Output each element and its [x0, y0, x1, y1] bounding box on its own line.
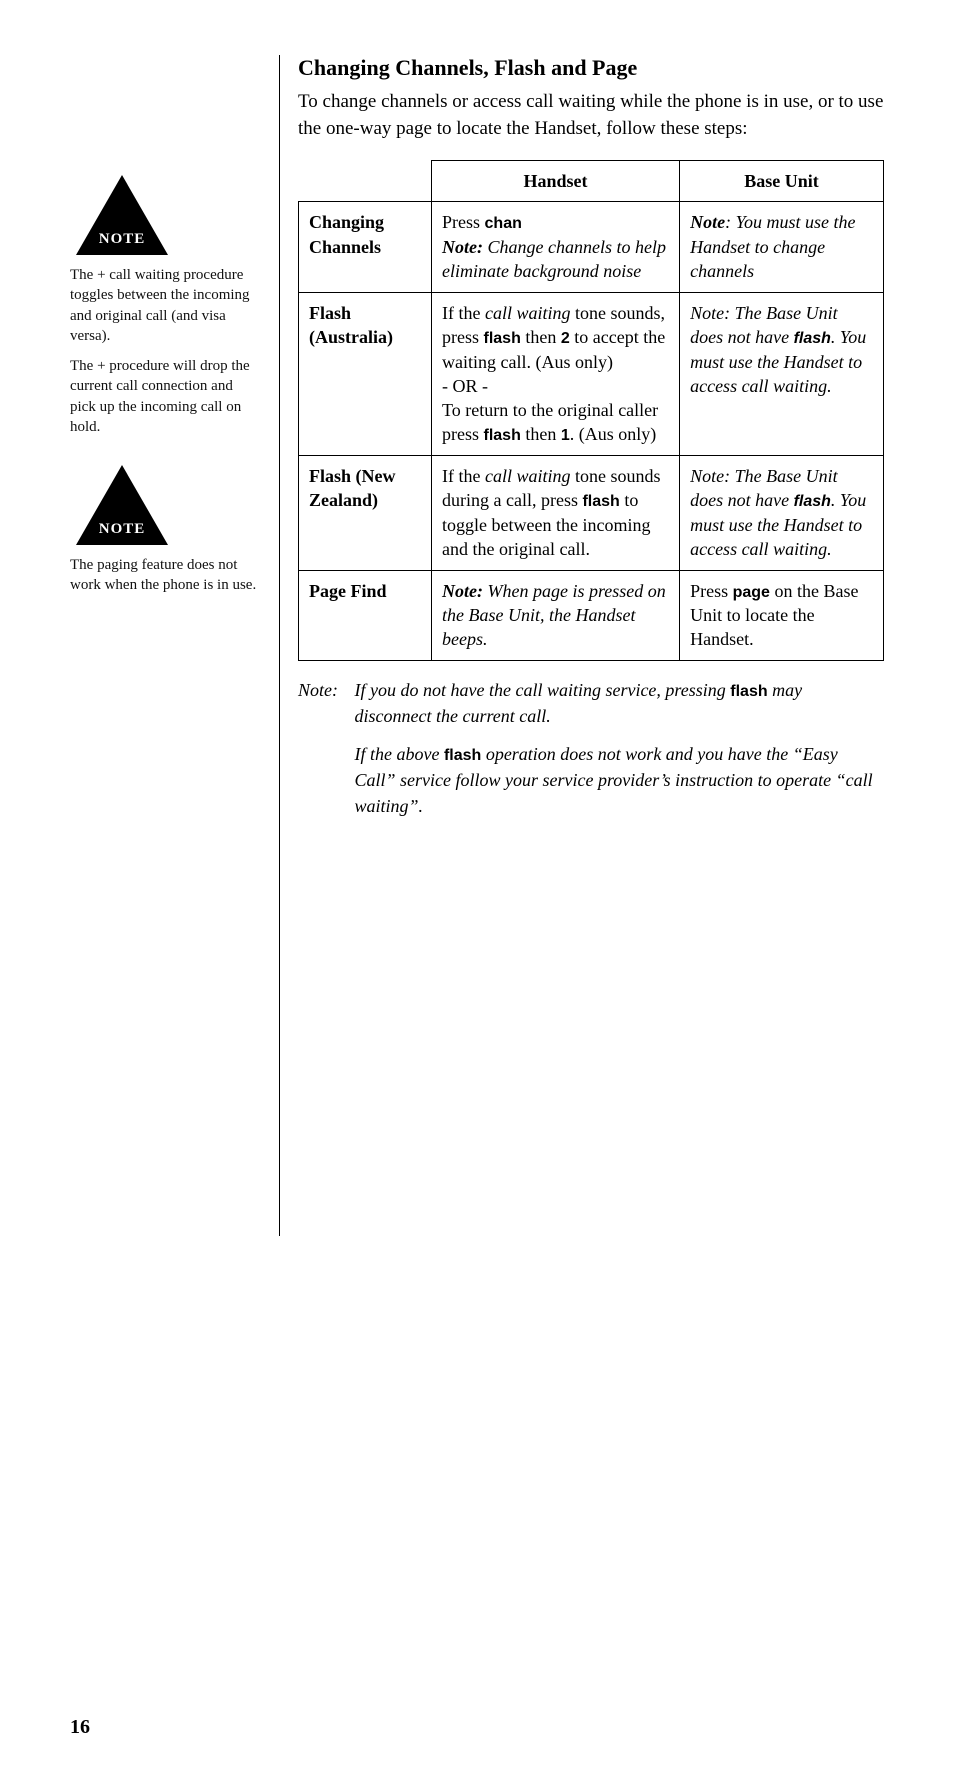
- table-header-blank: [299, 161, 432, 202]
- section-lead: To change channels or access call waitin…: [298, 89, 884, 142]
- section-heading: Changing Channels, Flash and Page: [298, 55, 884, 81]
- base-cell: Note: The Base Unit does not have flash.…: [680, 292, 884, 455]
- note-icon-label: NOTE: [76, 229, 168, 249]
- procedure-table: Handset Base Unit Changing Channels Pres…: [298, 160, 884, 661]
- note-icon: NOTE: [76, 175, 168, 255]
- row-label: Flash (Australia): [299, 292, 432, 455]
- table-row: Flash (Australia) If the call waiting to…: [299, 292, 884, 455]
- handset-cell: If the call waiting tone sounds during a…: [432, 456, 680, 570]
- side-note-2: The paging feature does not work when th…: [70, 555, 261, 596]
- table-row: Changing Channels Press chan Note: Chang…: [299, 202, 884, 292]
- row-label: Flash (New Zealand): [299, 456, 432, 570]
- base-cell: Note: You must use the Handset to change…: [680, 202, 884, 292]
- base-cell: Note: The Base Unit does not have flash.…: [680, 456, 884, 570]
- page-number: 16: [70, 1716, 884, 1739]
- table-row: Page Find Note: When page is pressed on …: [299, 570, 884, 660]
- handset-cell: Note: When page is pressed on the Base U…: [432, 570, 680, 660]
- handset-cell: Press chan Note: Change channels to help…: [432, 202, 680, 292]
- footnote-body: If you do not have the call waiting serv…: [355, 677, 881, 832]
- table-row: Flash (New Zealand) If the call waiting …: [299, 456, 884, 570]
- sidebar: NOTE The + call waiting procedure toggle…: [70, 55, 280, 1236]
- footnote-label: Note:: [298, 677, 350, 703]
- footnote: Note: If you do not have the call waitin…: [298, 677, 884, 832]
- side-note-1a: The + call waiting procedure toggles bet…: [70, 265, 261, 346]
- note-icon: NOTE: [76, 465, 168, 545]
- main-content: Changing Channels, Flash and Page To cha…: [280, 55, 884, 831]
- row-label: Page Find: [299, 570, 432, 660]
- base-cell: Press page on the Base Unit to locate th…: [680, 570, 884, 660]
- handset-cell: If the call waiting tone sounds, press f…: [432, 292, 680, 455]
- table-header-base: Base Unit: [680, 161, 884, 202]
- note-icon-label: NOTE: [76, 519, 168, 539]
- side-note-1b: The + procedure will drop the current ca…: [70, 356, 261, 437]
- row-label: Changing Channels: [299, 202, 432, 292]
- table-header-handset: Handset: [432, 161, 680, 202]
